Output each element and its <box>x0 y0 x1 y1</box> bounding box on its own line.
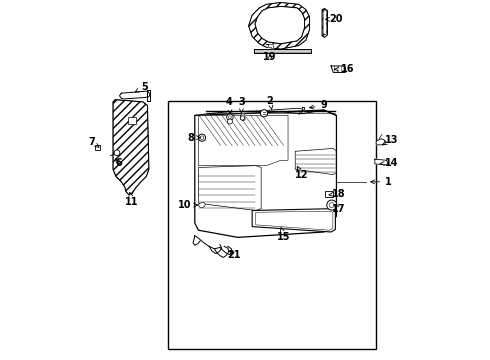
Polygon shape <box>120 91 150 99</box>
Polygon shape <box>302 107 304 110</box>
Polygon shape <box>113 100 149 194</box>
Bar <box>128 117 136 125</box>
Polygon shape <box>240 114 245 121</box>
Polygon shape <box>295 148 336 175</box>
Text: 18: 18 <box>329 189 346 199</box>
Polygon shape <box>255 6 304 44</box>
Polygon shape <box>376 139 386 145</box>
Polygon shape <box>252 209 335 232</box>
Text: 4: 4 <box>225 97 232 114</box>
Bar <box>254 49 311 53</box>
Text: 21: 21 <box>227 250 240 260</box>
Text: 2: 2 <box>267 96 273 109</box>
Text: 11: 11 <box>125 192 139 207</box>
Circle shape <box>228 116 231 119</box>
Polygon shape <box>331 66 345 72</box>
Polygon shape <box>256 211 333 230</box>
Polygon shape <box>147 90 150 101</box>
Polygon shape <box>375 159 388 165</box>
Circle shape <box>240 116 245 120</box>
Text: 20: 20 <box>325 14 343 24</box>
Text: 12: 12 <box>295 166 308 180</box>
Circle shape <box>227 119 232 124</box>
Polygon shape <box>266 44 273 48</box>
Text: 16: 16 <box>335 64 354 74</box>
Polygon shape <box>198 166 261 211</box>
Circle shape <box>260 110 268 117</box>
Text: 7: 7 <box>89 138 99 147</box>
FancyBboxPatch shape <box>325 191 333 197</box>
Polygon shape <box>248 3 310 49</box>
Text: 1: 1 <box>370 177 392 187</box>
Circle shape <box>198 134 205 141</box>
Text: 10: 10 <box>178 200 197 210</box>
Bar <box>95 145 100 149</box>
Text: 9: 9 <box>310 100 327 111</box>
Polygon shape <box>322 9 327 37</box>
Circle shape <box>329 203 334 208</box>
Polygon shape <box>323 10 326 35</box>
Text: 13: 13 <box>382 135 399 145</box>
Circle shape <box>327 200 337 210</box>
Circle shape <box>200 136 204 139</box>
Bar <box>168 101 376 348</box>
Text: 19: 19 <box>263 52 277 62</box>
Text: 5: 5 <box>135 82 148 92</box>
Polygon shape <box>195 110 337 237</box>
Polygon shape <box>198 202 205 208</box>
Text: 15: 15 <box>277 228 291 242</box>
Text: 17: 17 <box>332 204 346 214</box>
Text: 14: 14 <box>380 158 399 168</box>
Text: 8: 8 <box>187 133 200 143</box>
Circle shape <box>227 114 233 121</box>
Text: 3: 3 <box>238 97 245 113</box>
Circle shape <box>114 150 120 156</box>
Text: 6: 6 <box>115 158 122 168</box>
Polygon shape <box>255 6 304 44</box>
Polygon shape <box>198 116 288 166</box>
